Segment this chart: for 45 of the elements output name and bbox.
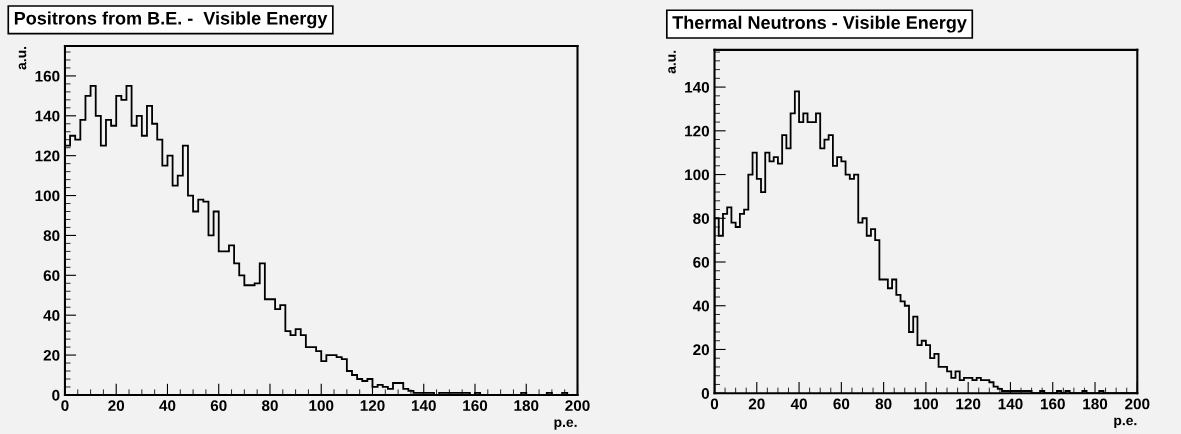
y-tick-label: 60: [693, 256, 710, 268]
y-tick-label: 60: [43, 270, 60, 281]
x-tick-label: 0: [61, 400, 69, 412]
y-tick-label: 80: [693, 213, 710, 224]
x-axis-title: p.e.: [1114, 417, 1137, 429]
y-tick-label: 100: [35, 190, 60, 202]
chart-title: Thermal Neutrons - Visible Energy: [672, 15, 967, 33]
y-tick-label: 40: [43, 310, 60, 321]
y-tick-label: 140: [35, 110, 60, 122]
x-tick-label: 20: [108, 400, 125, 412]
y-tick-label: 80: [43, 230, 60, 242]
x-tick-label: 100: [914, 398, 939, 410]
x-tick-label: 200: [565, 400, 590, 412]
x-tick-label: 40: [159, 400, 176, 412]
x-tick-label: 140: [411, 400, 436, 412]
y-axis-title: a.u.: [668, 50, 676, 74]
y-tick-label: 0: [701, 388, 710, 399]
x-tick-label: 120: [360, 400, 385, 412]
x-axis-title: p.e.: [554, 419, 577, 430]
x-tick-label: 60: [210, 400, 227, 412]
x-tick-label: 180: [514, 400, 539, 412]
y-tick-label: 20: [693, 344, 710, 356]
y-tick-label: 120: [685, 125, 710, 137]
y-tick-label: 0: [52, 389, 60, 401]
x-tick-label: 120: [956, 398, 981, 410]
x-tick-label: 100: [309, 400, 334, 412]
x-tick-label: 40: [790, 398, 807, 410]
x-tick-label: 80: [875, 398, 892, 410]
x-tick-label: 80: [261, 400, 278, 412]
x-tick-label: 160: [1040, 398, 1065, 410]
y-tick-label: 140: [685, 81, 710, 93]
x-tick-label: 20: [748, 398, 765, 410]
y-tick-label: 40: [692, 300, 710, 312]
y-tick-label: 100: [685, 169, 710, 181]
chart-title: Positrons from B.E. - Visible Energy: [14, 11, 328, 29]
x-tick-label: 140: [998, 398, 1023, 410]
y-tick-label: 20: [43, 349, 60, 361]
x-tick-label: 180: [1083, 398, 1108, 410]
x-tick-label: 160: [463, 400, 488, 412]
x-tick-label: 60: [833, 398, 850, 410]
x-tick-label: 200: [1125, 398, 1150, 410]
y-axis-title: a.u.: [18, 46, 27, 70]
y-tick-label: 120: [35, 150, 60, 162]
x-tick-label: 0: [710, 398, 719, 410]
y-tick-label: 160: [35, 70, 60, 82]
